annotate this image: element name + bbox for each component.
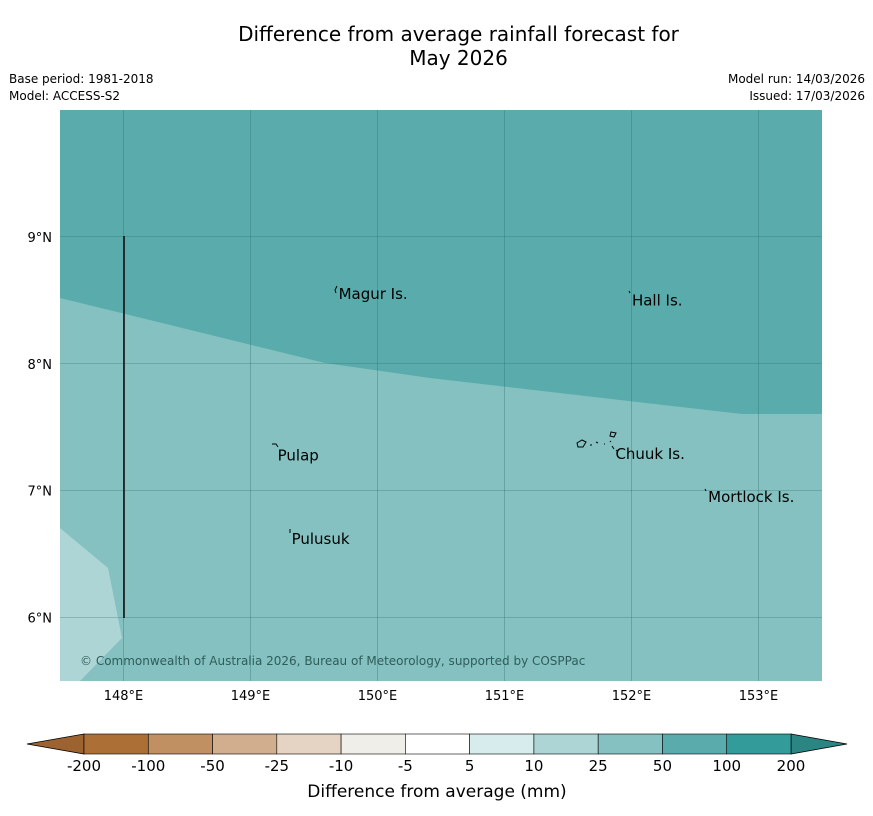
colorbar-bin [533, 733, 599, 755]
colorbar-extend-high [790, 733, 848, 755]
island-magur [334, 285, 338, 294]
place-label: Chuuk Is. [615, 445, 684, 463]
lon-tick-label: 153°E [739, 689, 779, 704]
lon-tick-label: 149°E [231, 689, 271, 704]
colorbar-bin [147, 733, 213, 755]
issued-date: Issued: 17/03/2026 [749, 89, 865, 103]
colorbar-label: -200 [67, 757, 101, 775]
island-outlines [272, 285, 707, 533]
lat-tick-label: 7°N [28, 485, 53, 500]
colorbar-label: -10 [329, 757, 354, 775]
colorbar-label: 25 [589, 757, 608, 775]
colorbar-label: 100 [712, 757, 741, 775]
colorbar-bin [276, 733, 342, 755]
lat-tick-label: 6°N [28, 612, 53, 627]
region-10-25 [60, 528, 122, 681]
colorbar-label: -50 [200, 757, 225, 775]
island-hall [628, 290, 631, 294]
copyright-text: © Commonwealth of Australia 2026, Bureau… [80, 654, 585, 668]
colorbar-bin [212, 733, 278, 755]
colorbar-label: -100 [131, 757, 165, 775]
lat-tick-label: 8°N [28, 358, 53, 373]
title-line-2: May 2026 [409, 46, 508, 70]
colorbar-label: 10 [524, 757, 543, 775]
place-label: Mortlock Is. [708, 488, 794, 506]
colorbar-bin [83, 733, 149, 755]
colorbar-label: 5 [465, 757, 475, 775]
island-chuuk-2 [609, 431, 617, 438]
model-name: Model: ACCESS-S2 [9, 89, 121, 103]
colorbar-bin [340, 733, 406, 755]
island-chuuk-1 [576, 439, 587, 448]
island-chuuk-3 [590, 440, 618, 452]
colorbar-label: 50 [653, 757, 672, 775]
colorbar-label: -25 [265, 757, 290, 775]
place-label: Pulusuk [292, 530, 350, 548]
longitude-ticks: 148°E 149°E 150°E 151°E 152°E 153°E [104, 689, 779, 704]
island-mortlock [704, 488, 707, 492]
meta-right: Model run: 14/03/2026 Issued: 17/03/2026 [728, 71, 865, 105]
title-line-1: Difference from average rainfall forecas… [238, 22, 679, 46]
lat-tick-label: 9°N [28, 231, 53, 246]
colorbar-bin [726, 733, 792, 755]
colorbar-bin [662, 733, 728, 755]
meta-left: Base period: 1981-2018 Model: ACCESS-S2 [9, 71, 154, 105]
colorbar-bin [597, 733, 663, 755]
colorbar-bin [469, 733, 535, 755]
colorbar-extend-low [26, 733, 85, 755]
latitude-ticks: 9°N 8°N 7°N 6°N [28, 231, 53, 627]
model-run: Model run: 14/03/2026 [727, 72, 865, 86]
place-labels: Magur Is. Hall Is. Pulap Chuuk Is. Mortlock … [278, 285, 795, 548]
place-label: Magur Is. [339, 285, 408, 303]
island-pulap [272, 443, 279, 448]
colorbar-title: Difference from average (mm) [307, 782, 566, 802]
colorbar: -200 -100 -50 -25 -10 -5 5 10 25 50 100 200 [26, 733, 848, 775]
lon-tick-label: 148°E [104, 689, 144, 704]
colorbar-bin [405, 733, 470, 755]
grid-lines [60, 110, 822, 681]
colorbar-label: -5 [398, 757, 413, 775]
colorbar-label: 200 [777, 757, 806, 775]
place-label: Hall Is. [632, 292, 683, 310]
lon-tick-label: 150°E [358, 689, 398, 704]
place-label: Pulap [278, 446, 319, 464]
lon-tick-label: 152°E [612, 689, 652, 704]
base-period: Base period: 1981-2018 [9, 72, 154, 86]
map-title: Difference from average rainfall forecas… [0, 22, 873, 70]
lon-tick-label: 151°E [485, 689, 525, 704]
